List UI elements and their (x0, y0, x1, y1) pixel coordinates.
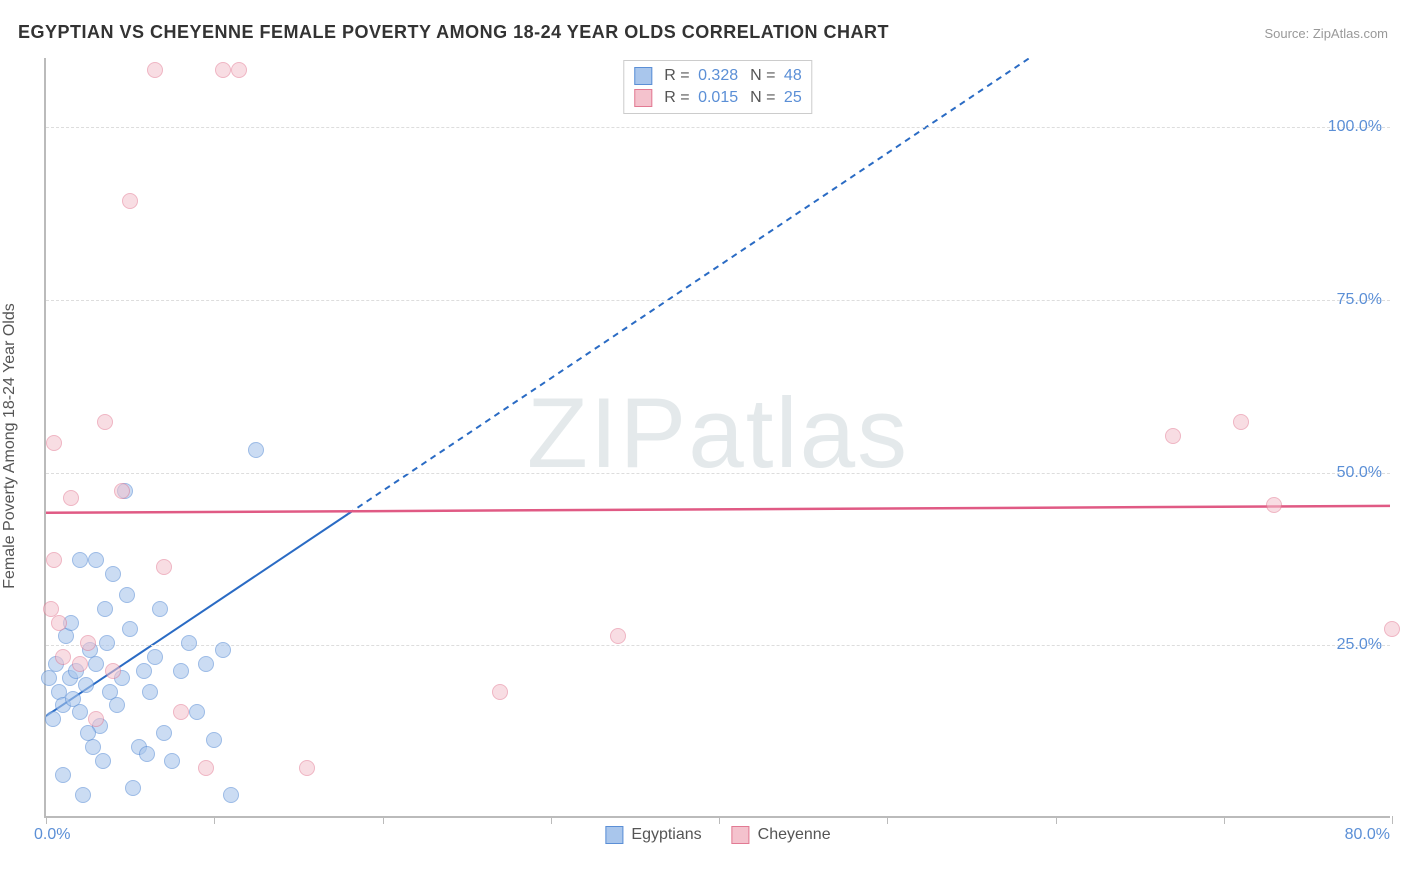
legend-label: Egyptians (631, 826, 701, 844)
data-point-egyptians (142, 684, 158, 700)
data-point-egyptians (173, 663, 189, 679)
data-point-cheyenne (147, 62, 163, 78)
legend-label: Cheyenne (758, 826, 831, 844)
data-point-egyptians (88, 656, 104, 672)
x-tick (887, 816, 888, 824)
data-point-cheyenne (1266, 497, 1282, 513)
y-tick-label: 100.0% (1328, 118, 1382, 136)
data-point-egyptians (97, 601, 113, 617)
data-point-egyptians (45, 711, 61, 727)
x-tick (1392, 816, 1393, 824)
trend-line (46, 506, 1390, 513)
y-tick-label: 50.0% (1337, 464, 1382, 482)
legend-correlation: R = 0.328 N = 48 R = 0.015 N = 25 (623, 60, 812, 114)
x-tick (383, 816, 384, 824)
plot-area: ZIPatlas R = 0.328 N = 48 R = 0.015 N = … (44, 58, 1390, 818)
data-point-egyptians (223, 787, 239, 803)
data-point-cheyenne (51, 615, 67, 631)
swatch (732, 826, 750, 844)
swatch-cheyenne (634, 89, 652, 107)
data-point-cheyenne (1233, 414, 1249, 430)
data-point-cheyenne (72, 656, 88, 672)
legend-series: Egyptians Cheyenne (605, 826, 830, 844)
data-point-egyptians (122, 621, 138, 637)
data-point-egyptians (41, 670, 57, 686)
data-point-cheyenne (1165, 428, 1181, 444)
x-axis-min-label: 0.0% (34, 826, 70, 844)
x-tick (1056, 816, 1057, 824)
data-point-cheyenne (173, 704, 189, 720)
data-point-egyptians (152, 601, 168, 617)
data-point-cheyenne (63, 490, 79, 506)
watermark: ZIPatlas (46, 58, 1390, 816)
data-point-cheyenne (55, 649, 71, 665)
source-label: Source: ZipAtlas.com (1264, 26, 1388, 41)
swatch-egyptians (634, 67, 652, 85)
title-bar: EGYPTIAN VS CHEYENNE FEMALE POVERTY AMON… (18, 22, 1388, 43)
data-point-egyptians (105, 566, 121, 582)
data-point-cheyenne (492, 684, 508, 700)
legend-item: Egyptians (605, 826, 701, 844)
chart-title: EGYPTIAN VS CHEYENNE FEMALE POVERTY AMON… (18, 22, 889, 43)
data-point-egyptians (78, 677, 94, 693)
gridline (46, 473, 1390, 474)
data-point-egyptians (198, 656, 214, 672)
data-point-egyptians (99, 635, 115, 651)
data-point-egyptians (248, 442, 264, 458)
x-tick (1224, 816, 1225, 824)
y-axis-title: Female Poverty Among 18-24 Year Olds (1, 303, 19, 589)
data-point-cheyenne (231, 62, 247, 78)
data-point-egyptians (164, 753, 180, 769)
data-point-cheyenne (610, 628, 626, 644)
x-axis-max-label: 80.0% (1345, 826, 1390, 844)
data-point-cheyenne (122, 193, 138, 209)
legend-item: Cheyenne (732, 826, 831, 844)
data-point-egyptians (75, 787, 91, 803)
data-point-egyptians (109, 697, 125, 713)
data-point-cheyenne (88, 711, 104, 727)
data-point-cheyenne (299, 760, 315, 776)
data-point-cheyenne (156, 559, 172, 575)
data-point-egyptians (156, 725, 172, 741)
y-tick-label: 25.0% (1337, 636, 1382, 654)
legend-row-cheyenne: R = 0.015 N = 25 (634, 87, 801, 109)
data-point-egyptians (85, 739, 101, 755)
data-point-cheyenne (198, 760, 214, 776)
data-point-cheyenne (80, 635, 96, 651)
x-tick (214, 816, 215, 824)
data-point-egyptians (72, 704, 88, 720)
swatch (605, 826, 623, 844)
gridline (46, 127, 1390, 128)
data-point-egyptians (80, 725, 96, 741)
x-tick (719, 816, 720, 824)
data-point-egyptians (119, 587, 135, 603)
data-point-cheyenne (114, 483, 130, 499)
x-tick (551, 816, 552, 824)
legend-row-egyptians: R = 0.328 N = 48 (634, 65, 801, 87)
data-point-cheyenne (215, 62, 231, 78)
data-point-egyptians (181, 635, 197, 651)
y-tick-label: 75.0% (1337, 291, 1382, 309)
data-point-egyptians (206, 732, 222, 748)
data-point-egyptians (95, 753, 111, 769)
data-point-egyptians (88, 552, 104, 568)
data-point-cheyenne (97, 414, 113, 430)
data-point-egyptians (136, 663, 152, 679)
data-point-egyptians (147, 649, 163, 665)
data-point-egyptians (58, 628, 74, 644)
data-point-cheyenne (46, 552, 62, 568)
data-point-egyptians (189, 704, 205, 720)
x-tick (46, 816, 47, 824)
data-point-cheyenne (105, 663, 121, 679)
data-point-egyptians (125, 780, 141, 796)
gridline (46, 300, 1390, 301)
data-point-cheyenne (1384, 621, 1400, 637)
data-point-egyptians (55, 767, 71, 783)
data-point-cheyenne (46, 435, 62, 451)
gridline (46, 645, 1390, 646)
data-point-egyptians (139, 746, 155, 762)
trend-lines-layer (46, 58, 1390, 816)
data-point-egyptians (72, 552, 88, 568)
data-point-egyptians (215, 642, 231, 658)
